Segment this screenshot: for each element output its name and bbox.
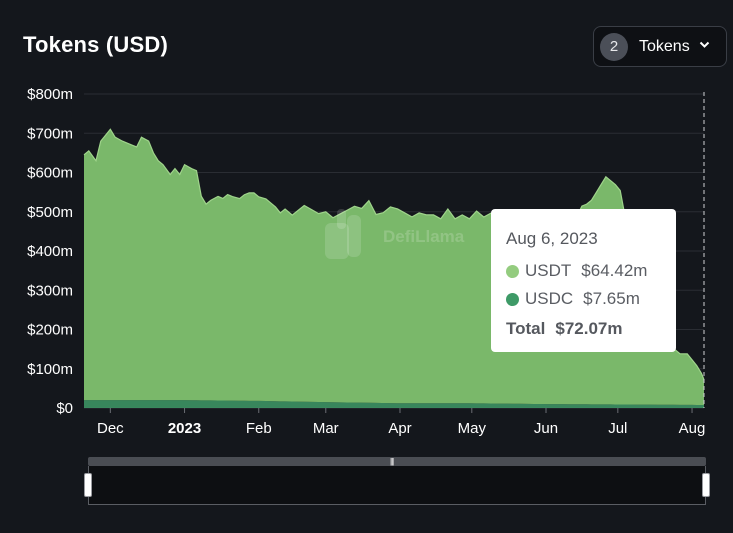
tooltip-series-value: $64.42m (581, 261, 648, 280)
token-count-badge: 2 (600, 32, 628, 61)
tokens-dropdown-label: Tokens (639, 37, 690, 55)
usdt-line (83, 128, 705, 380)
tooltip-series-name: USDT (525, 261, 572, 280)
usdc-dot-icon (506, 292, 519, 306)
chevron-down-icon (699, 41, 709, 48)
tooltip-date: Aug 6, 2023 (506, 229, 598, 248)
brush-right-handle[interactable] (702, 473, 710, 497)
chart-tooltip: Aug 6, 2023 USDT $64.42m USDC $7.65m Tot… (491, 209, 676, 352)
tooltip-series-value: $7.65m (583, 289, 640, 308)
x-tick-label: Jul (608, 420, 627, 437)
page-title: Tokens (USD) (23, 32, 169, 57)
usdc-area (84, 400, 704, 408)
range-brush[interactable]: ||| (84, 457, 710, 505)
y-tick-label: $400m (27, 243, 73, 260)
x-tick-label: Feb (246, 420, 272, 437)
tooltip-series-name: USDC (525, 289, 574, 308)
axis-labels: $0 $100m $200m $300m $400m $500m $600m $700m $80… (27, 86, 705, 437)
y-tick-label: $700m (27, 125, 73, 142)
y-tick-label: $100m (27, 361, 73, 378)
tokens-dropdown[interactable]: 2 Tokens (593, 26, 727, 67)
defillama-watermark: DefiLlama (325, 209, 465, 259)
x-tick-label: Aug (679, 420, 706, 437)
x-tick-label: Mar (313, 420, 339, 437)
x-tick-label: Dec (97, 420, 124, 437)
tooltip-total: Total $72.07m (506, 315, 676, 343)
y-tick-label: $500m (27, 204, 73, 221)
grip-icon: ||| (390, 457, 394, 466)
y-tick-label: $200m (27, 322, 73, 339)
tooltip-total-value: $72.07m (555, 319, 623, 338)
x-tick-label: Jun (534, 420, 558, 437)
tooltip-row-usdc: USDC $7.65m (506, 285, 676, 313)
tooltip-row-usdt: USDT $64.42m (506, 257, 676, 285)
y-tick-label: $0 (56, 400, 73, 417)
usdt-dot-icon (506, 264, 519, 278)
brush-drag-bar[interactable]: ||| (88, 457, 706, 466)
x-tick-label: Apr (388, 420, 411, 437)
brush-window[interactable] (88, 466, 706, 505)
tooltip-total-label: Total (506, 319, 546, 338)
y-tick-label: $300m (27, 282, 73, 299)
y-tick-label: $800m (27, 86, 73, 103)
watermark-text: DefiLlama (383, 227, 465, 246)
x-tick-label: 2023 (168, 420, 201, 437)
llama-logo-icon (325, 209, 361, 259)
y-tick-label: $600m (27, 165, 73, 182)
brush-left-handle[interactable] (84, 473, 92, 497)
x-tick-label: May (458, 420, 487, 437)
